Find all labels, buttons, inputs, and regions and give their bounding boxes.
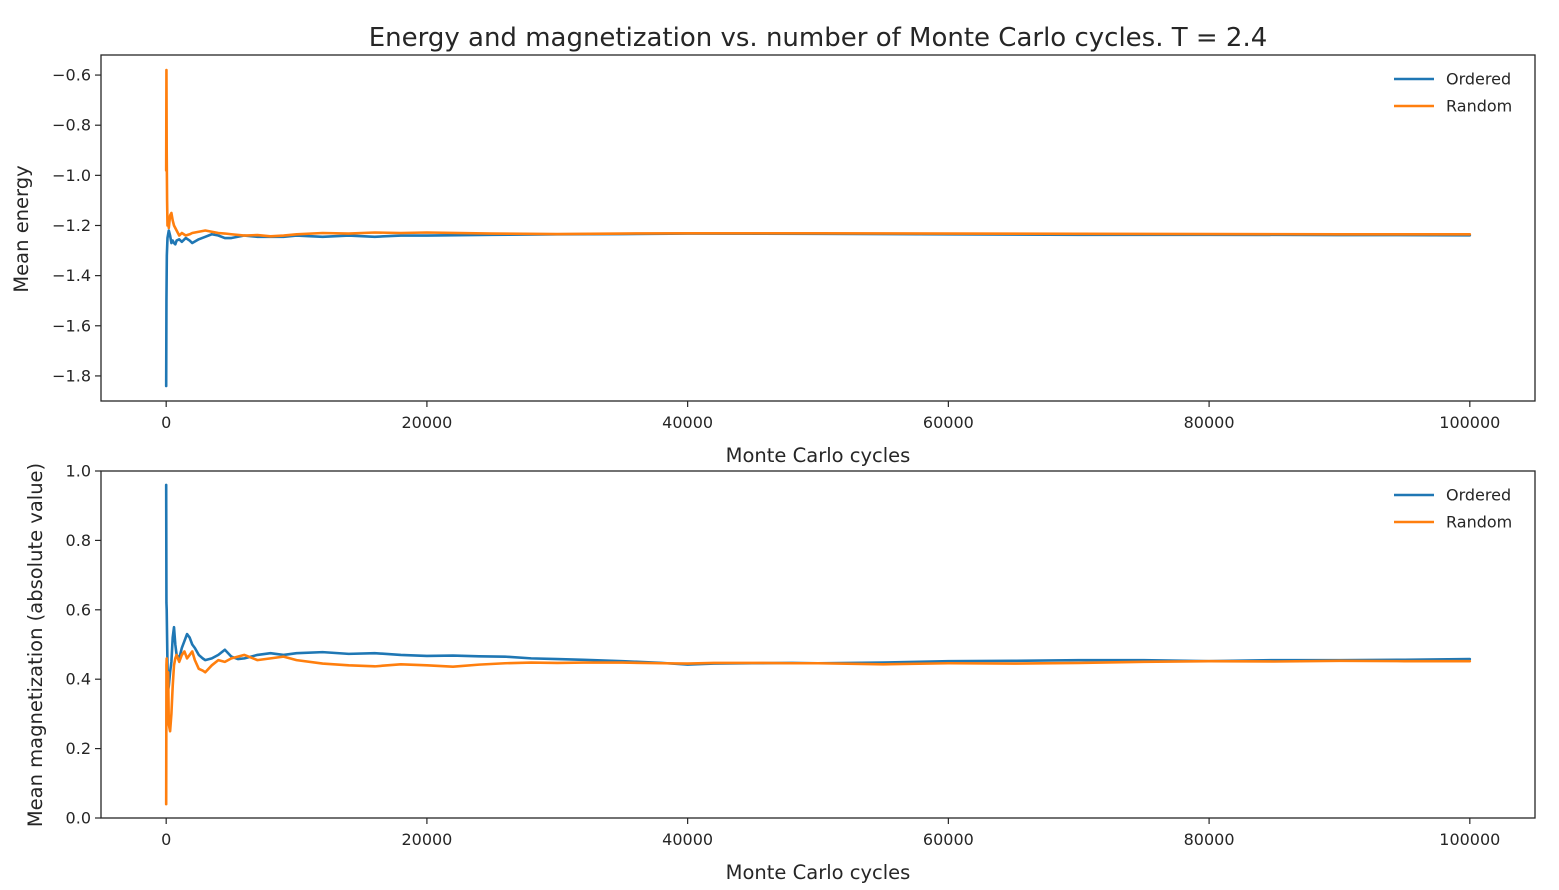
energy-y-tick-label: −1.2 bbox=[52, 216, 91, 235]
chart-title: Energy and magnetization vs. number of M… bbox=[369, 23, 1268, 53]
magnetization-y-tick-label: 1.0 bbox=[66, 462, 91, 481]
energy-series-line-random bbox=[164, 68, 1472, 238]
magnetization-plot-frame bbox=[100, 470, 1536, 819]
energy-y-tick-label: −1.6 bbox=[52, 316, 91, 335]
energy-y-tick-label: −1.4 bbox=[52, 266, 91, 285]
energy-y-tick-label: −1.0 bbox=[52, 166, 91, 185]
energy-x-tick-label: 0 bbox=[161, 413, 171, 432]
magnetization-y-tick-label: 0.0 bbox=[66, 809, 91, 828]
magnetization-series-line-random bbox=[164, 650, 1472, 806]
magnetization-x-tick-label: 60000 bbox=[923, 830, 974, 849]
energy-x-tick-label: 40000 bbox=[662, 413, 713, 432]
magnetization-x-axis-label: Monte Carlo cycles bbox=[726, 861, 911, 884]
magnetization-x-tick-label: 100000 bbox=[1439, 830, 1500, 849]
magnetization-x-tick-label: 80000 bbox=[1184, 830, 1235, 849]
magnetization-legend-label-ordered: Ordered bbox=[1446, 486, 1511, 505]
energy-x-axis-label: Monte Carlo cycles bbox=[726, 444, 911, 467]
magnetization-legend-label-random: Random bbox=[1446, 513, 1512, 532]
magnetization-panel: Monte Carlo cycles Mean magnetization (a… bbox=[24, 462, 1536, 884]
magnetization-y-tick-label: 0.4 bbox=[66, 670, 91, 689]
magnetization-y-tick-label: 0.2 bbox=[66, 739, 91, 758]
energy-legend-label-random: Random bbox=[1446, 97, 1512, 116]
energy-x-tick-label: 20000 bbox=[401, 413, 452, 432]
magnetization-y-axis-label: Mean magnetization (absolute value) bbox=[24, 463, 47, 827]
energy-y-tick-label: −1.8 bbox=[52, 366, 91, 385]
energy-y-tick-label: −0.6 bbox=[52, 66, 91, 85]
magnetization-x-tick-label: 0 bbox=[161, 830, 171, 849]
energy-plot-frame bbox=[100, 54, 1536, 402]
magnetization-x-tick-label: 20000 bbox=[401, 830, 452, 849]
magnetization-y-tick-label: 0.8 bbox=[66, 531, 91, 550]
magnetization-y-tick-label: 0.6 bbox=[66, 600, 91, 619]
energy-legend-label-ordered: Ordered bbox=[1446, 70, 1511, 89]
energy-panel: Monte Carlo cycles Mean energy 0 20000 400… bbox=[10, 54, 1536, 467]
magnetization-x-tick-label: 40000 bbox=[662, 830, 713, 849]
energy-y-axis-label: Mean energy bbox=[10, 165, 33, 292]
energy-y-tick-label: −0.8 bbox=[52, 116, 91, 135]
energy-x-tick-label: 80000 bbox=[1184, 413, 1235, 432]
energy-x-tick-label: 100000 bbox=[1439, 413, 1500, 432]
energy-x-tick-label: 60000 bbox=[923, 413, 974, 432]
